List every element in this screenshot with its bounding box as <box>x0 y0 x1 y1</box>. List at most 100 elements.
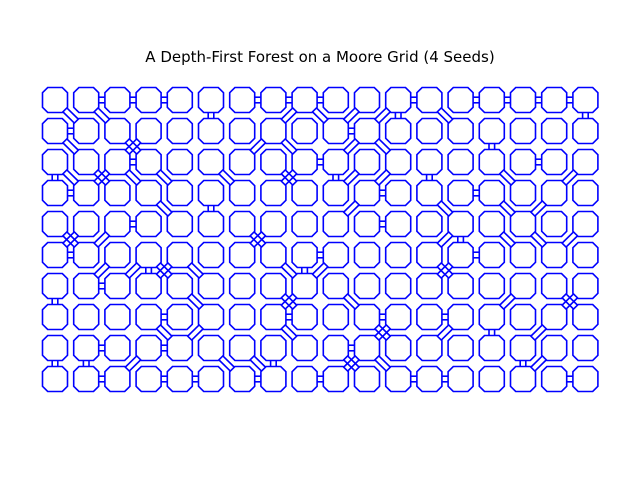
maze-cell <box>478 272 506 300</box>
maze-cell <box>509 179 537 207</box>
maze-cell <box>228 117 256 145</box>
maze-cell <box>166 334 194 362</box>
maze-cell <box>353 334 381 362</box>
maze-cell <box>384 148 412 176</box>
maze-cell <box>197 272 225 300</box>
maze-cell <box>104 86 131 114</box>
maze-cell <box>322 117 350 145</box>
maze-cell <box>166 117 194 145</box>
maze-cell <box>384 241 412 269</box>
maze-cell <box>322 179 350 207</box>
maze-cell <box>478 303 506 331</box>
maze-cell <box>416 303 443 331</box>
corridor-diagonal <box>280 328 294 341</box>
maze-cell <box>135 179 162 207</box>
maze-cell <box>509 241 537 269</box>
maze-cell <box>166 86 194 114</box>
corridor-diagonal <box>128 169 142 182</box>
corridor-diagonal <box>436 204 450 217</box>
corridor-diagonal <box>374 324 387 337</box>
maze-cell <box>572 210 599 238</box>
maze-cell <box>291 272 318 300</box>
maze-cell <box>260 117 287 145</box>
corridor-diagonal <box>253 235 267 248</box>
corridor-diagonal <box>284 173 298 186</box>
maze-cell <box>197 303 225 331</box>
corridor-diagonal <box>284 262 298 275</box>
figure-title: A Depth-First Forest on a Moore Grid (4 … <box>145 48 495 66</box>
maze-cell <box>135 365 162 393</box>
maze-cell <box>260 272 287 300</box>
maze-cell <box>291 86 318 114</box>
corridor-diagonal <box>436 324 450 337</box>
corridor-diagonal <box>97 235 111 248</box>
maze-cell <box>540 148 568 176</box>
maze-cell <box>197 117 225 145</box>
corridor-diagonal <box>66 169 79 182</box>
maze-cell <box>416 148 443 176</box>
maze-cell <box>72 210 100 238</box>
maze-cell <box>322 303 350 331</box>
corridor-diagonal <box>159 324 173 337</box>
corridor-diagonal <box>347 204 360 217</box>
maze-cell <box>197 241 225 269</box>
maze-cell <box>572 272 599 300</box>
maze-cell <box>197 148 225 176</box>
corridor-diagonal <box>249 235 263 248</box>
maze-cell <box>72 272 100 300</box>
maze-cell <box>104 148 131 176</box>
corridor-diagonal <box>374 359 387 372</box>
corridor-diagonal <box>343 359 356 372</box>
corridor-diagonal <box>284 297 298 310</box>
maze-cell <box>447 272 474 300</box>
maze-cell <box>260 241 287 269</box>
maze-cell <box>228 179 256 207</box>
corridor-diagonal <box>499 204 512 217</box>
maze-cell <box>72 365 100 393</box>
maze-cell <box>260 334 287 362</box>
maze-cell <box>135 272 162 300</box>
maze-cell <box>104 272 131 300</box>
maze-cell <box>447 179 474 207</box>
corridor-diagonal <box>155 266 169 279</box>
maze-cell <box>72 117 100 145</box>
maze-cell <box>41 272 69 300</box>
corridor-diagonal <box>218 359 231 372</box>
maze-cell <box>384 86 412 114</box>
maze-cell <box>509 365 537 393</box>
corridor-diagonal <box>218 173 231 186</box>
corridor-diagonal <box>253 355 267 368</box>
maze-cell <box>416 86 443 114</box>
maze-cell <box>416 179 443 207</box>
corridor-diagonal <box>253 142 267 155</box>
maze-cell <box>384 210 412 238</box>
maze-cell <box>291 117 318 145</box>
maze-cell <box>197 86 225 114</box>
corridor-diagonal <box>97 173 111 186</box>
maze-cell <box>572 303 599 331</box>
maze-cell <box>72 334 100 362</box>
corridor-diagonal <box>343 138 356 151</box>
maze-cell <box>353 179 381 207</box>
corridor-diagonal <box>374 107 387 120</box>
maze-cell <box>322 86 350 114</box>
maze-cell <box>572 86 599 114</box>
corridor-diagonal <box>374 169 387 182</box>
corridor-diagonal <box>284 324 298 337</box>
corridor-diagonal <box>97 169 111 182</box>
maze-cell <box>416 365 443 393</box>
corridor-diagonal <box>284 169 298 182</box>
maze-cell <box>384 179 412 207</box>
corridor-diagonal <box>62 142 75 155</box>
maze-cell <box>509 86 537 114</box>
maze-cell <box>416 272 443 300</box>
maze-cell <box>384 272 412 300</box>
maze-cell <box>41 86 69 114</box>
corridor-diagonal <box>343 169 356 182</box>
corridor-diagonal <box>128 266 142 279</box>
corridor-diagonal <box>187 297 200 310</box>
maze-cell <box>260 86 287 114</box>
corridor-diagonal <box>347 359 360 372</box>
corridor-diagonal <box>378 138 391 151</box>
